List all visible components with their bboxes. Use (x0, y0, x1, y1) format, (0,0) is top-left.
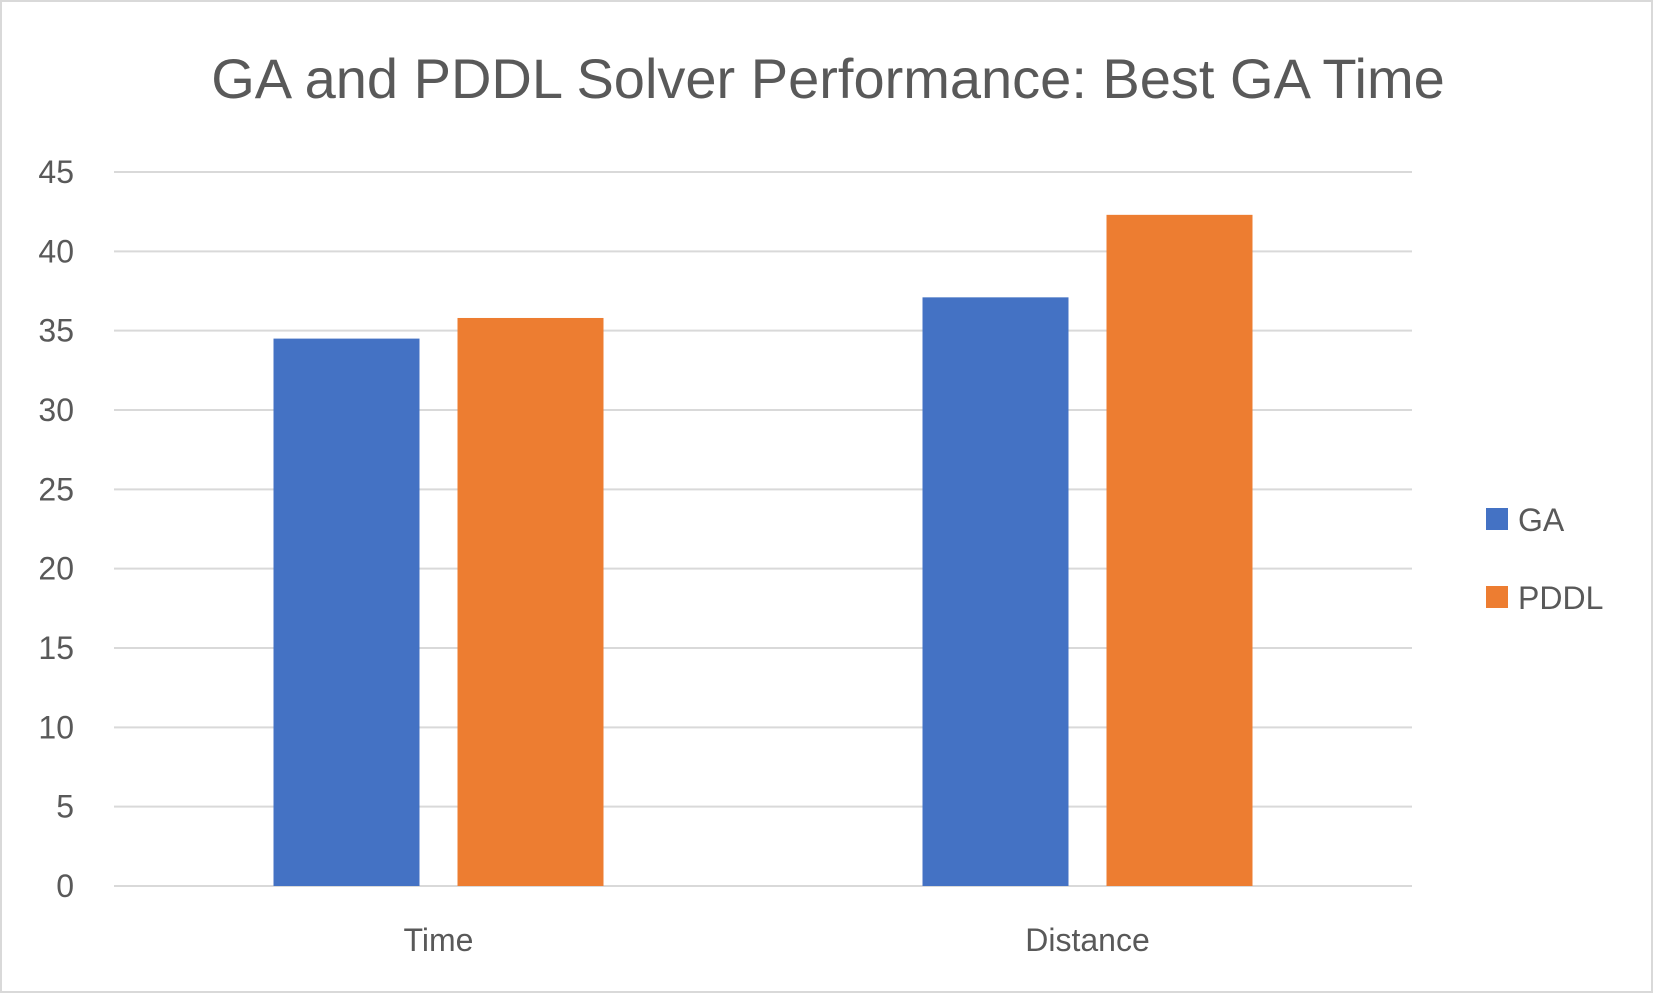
legend-swatch-ga (1486, 508, 1508, 530)
legend: GA PDDL (1486, 502, 1603, 616)
bar-pddl-time (457, 317, 604, 886)
y-tick-label: 30 (38, 392, 74, 428)
y-tick-label: 15 (38, 630, 74, 666)
y-tick-label: 45 (38, 154, 74, 190)
y-tick-label: 0 (56, 868, 74, 904)
bar-pddl-distance (1106, 214, 1253, 887)
y-tick-label: 40 (38, 233, 74, 269)
bar-ga-time (273, 338, 420, 887)
legend-label-ga: GA (1518, 502, 1565, 538)
y-tick-label: 35 (38, 313, 74, 349)
bars (273, 214, 1253, 887)
y-tick-label: 10 (38, 709, 74, 745)
x-category-label: Time (404, 922, 474, 958)
x-category-label: Distance (1025, 922, 1150, 958)
legend-swatch-pddl (1486, 586, 1508, 608)
bar-ga-distance (922, 297, 1069, 886)
x-axis-categories: Time Distance (404, 922, 1150, 958)
legend-label-pddl: PDDL (1518, 580, 1603, 616)
y-tick-label: 5 (56, 789, 74, 825)
y-tick-label: 20 (38, 551, 74, 587)
y-axis-ticks: 0 5 10 15 20 25 30 35 40 45 (38, 154, 74, 904)
chart-title: GA and PDDL Solver Performance: Best GA … (211, 47, 1445, 110)
y-tick-label: 25 (38, 471, 74, 507)
